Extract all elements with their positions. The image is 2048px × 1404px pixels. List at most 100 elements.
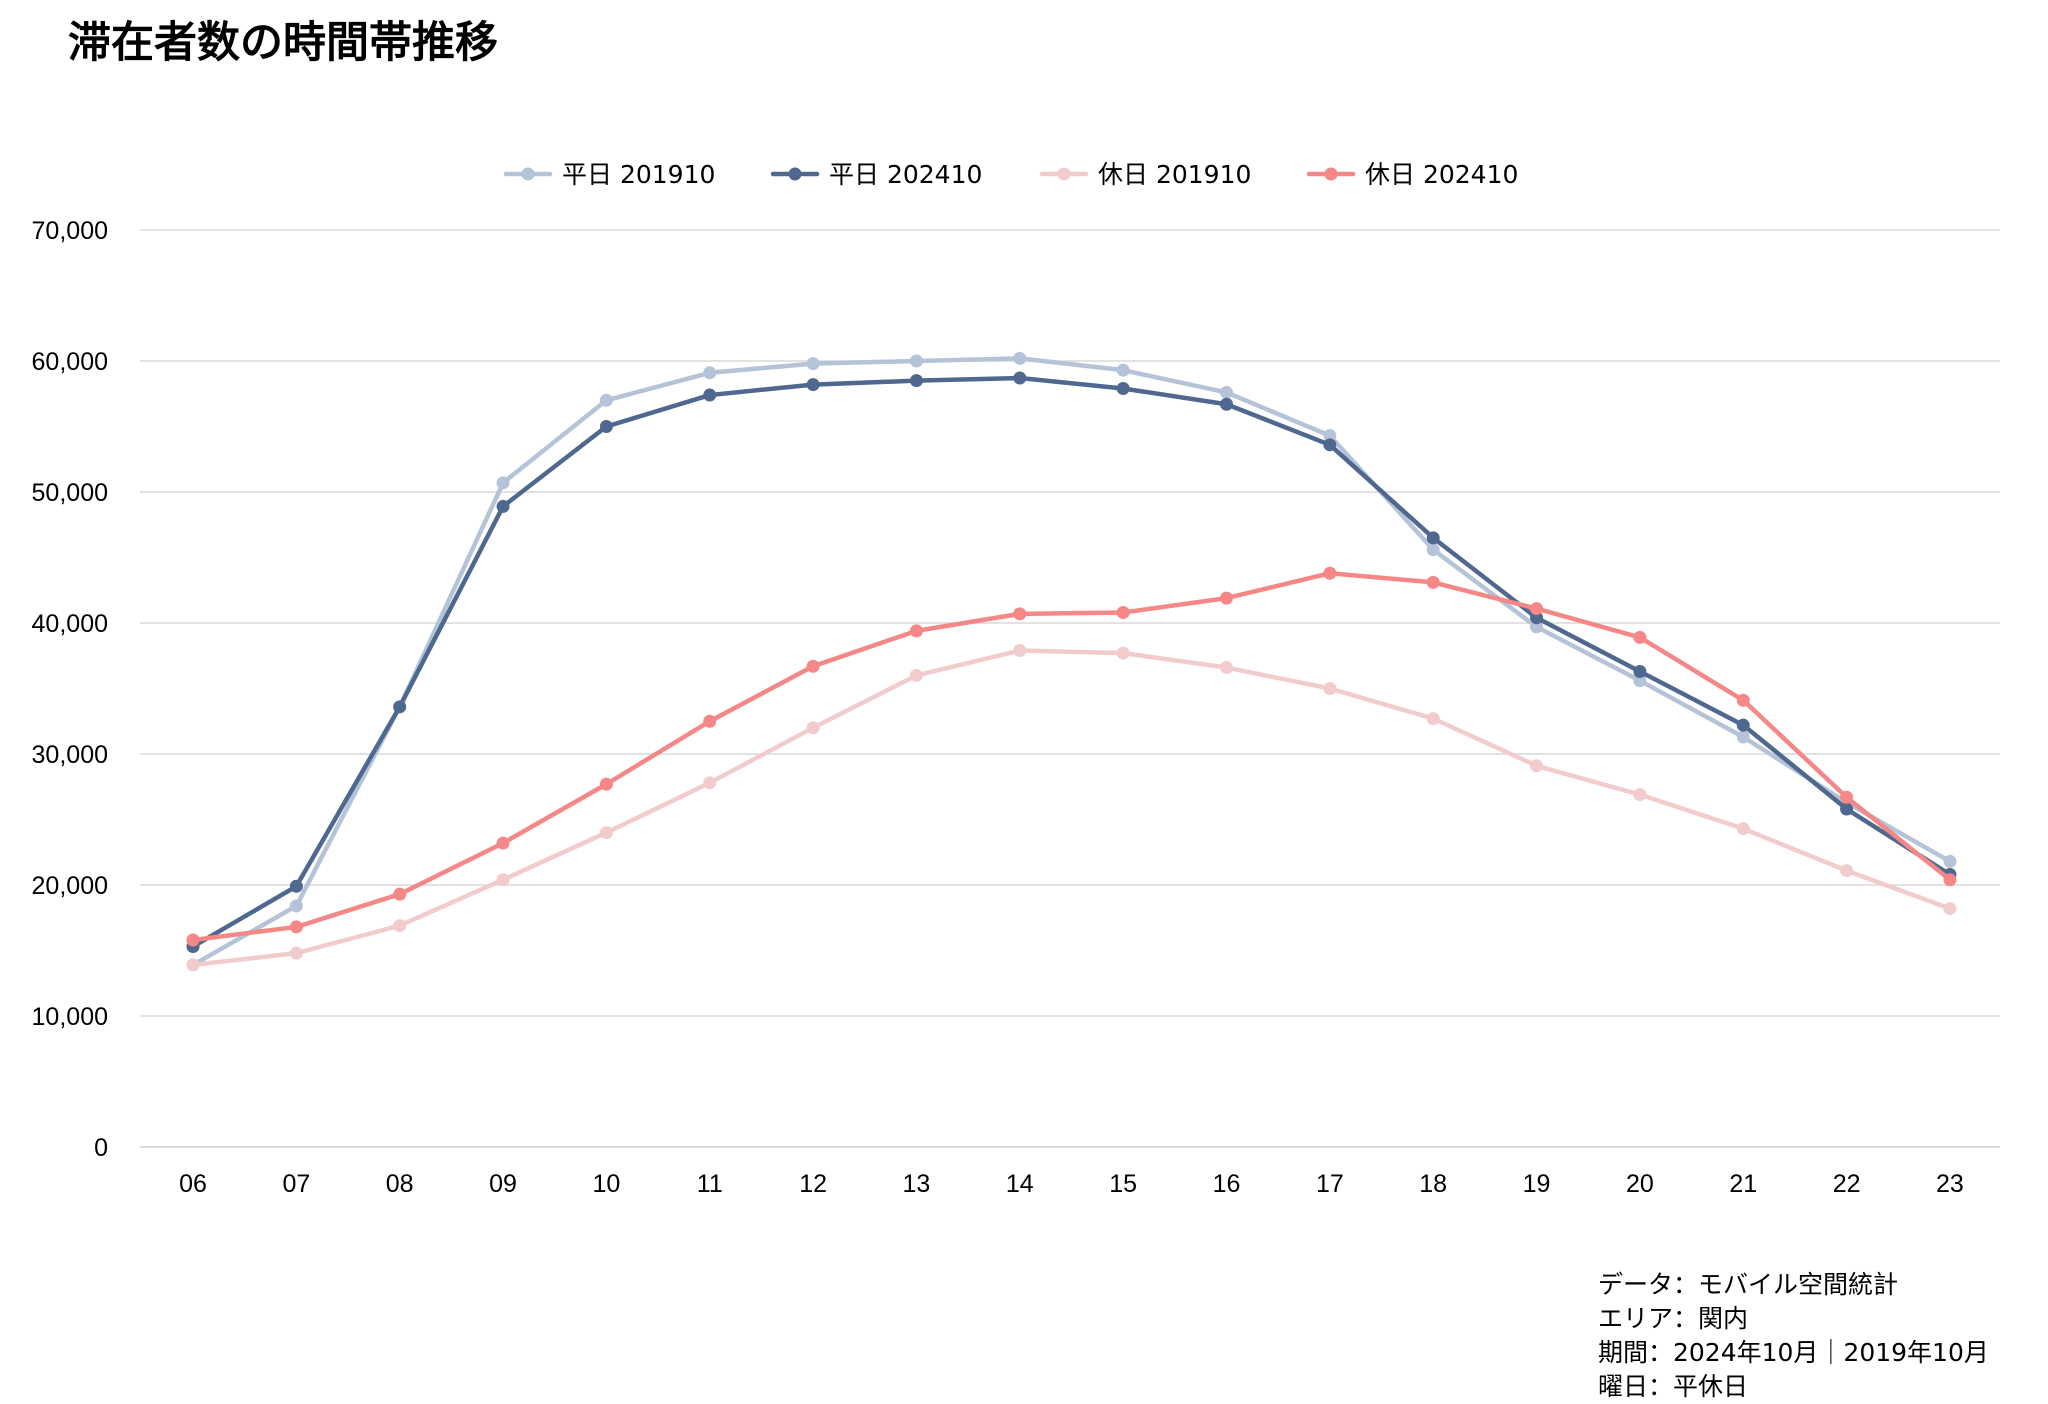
x-tick-label: 16 bbox=[1213, 1170, 1241, 1198]
series-3 bbox=[186, 644, 1957, 972]
data-point bbox=[806, 721, 820, 735]
data-point bbox=[393, 887, 407, 901]
data-point bbox=[909, 374, 923, 388]
data-point bbox=[1013, 607, 1027, 621]
y-tick-label: 60,000 bbox=[32, 348, 108, 376]
data-point bbox=[1323, 438, 1337, 452]
data-point bbox=[1426, 575, 1440, 589]
data-point bbox=[1530, 759, 1544, 773]
data-point bbox=[1736, 730, 1750, 744]
series-line bbox=[190, 375, 1953, 949]
series-1 bbox=[186, 351, 1957, 972]
series-line bbox=[190, 648, 1953, 968]
data-point bbox=[703, 388, 717, 402]
legend-marker bbox=[1057, 167, 1071, 181]
x-tick-label: 11 bbox=[697, 1170, 723, 1198]
series-2 bbox=[186, 371, 1957, 954]
series-line bbox=[190, 570, 1953, 943]
x-tick-label: 17 bbox=[1316, 1170, 1344, 1198]
data-point bbox=[1943, 873, 1957, 887]
data-point bbox=[1220, 661, 1233, 675]
y-tick-label: 50,000 bbox=[32, 479, 108, 507]
data-point bbox=[1530, 602, 1544, 616]
data-point bbox=[1116, 646, 1130, 660]
data-point bbox=[1220, 591, 1233, 605]
data-point bbox=[1013, 371, 1027, 385]
data-point bbox=[1220, 397, 1233, 411]
footnote-period: 期間：2024年10月｜2019年10月 bbox=[1598, 1338, 1989, 1367]
series-4 bbox=[186, 566, 1957, 947]
data-point bbox=[1943, 854, 1957, 868]
data-point bbox=[1736, 693, 1750, 707]
footnote: データ：モバイル空間統計 エリア：関内 期間：2024年10月｜2019年10月… bbox=[1598, 1268, 1989, 1404]
y-tick-label: 0 bbox=[94, 1134, 108, 1162]
data-point bbox=[1530, 620, 1544, 634]
footnote-day-type: 曜日：平休日 bbox=[1598, 1372, 1749, 1401]
data-point bbox=[1840, 790, 1854, 804]
legend-item-4: 休日 202410 bbox=[1306, 160, 1518, 189]
legend-label: 休日 201910 bbox=[1098, 160, 1251, 189]
legend-label: 平日 202410 bbox=[829, 160, 982, 189]
x-tick-label: 13 bbox=[903, 1170, 931, 1198]
x-tick-label: 22 bbox=[1833, 1170, 1861, 1198]
data-point bbox=[1116, 363, 1130, 377]
series-line bbox=[190, 356, 1953, 968]
y-tick-label: 30,000 bbox=[32, 741, 108, 769]
data-point bbox=[1426, 531, 1440, 545]
x-tick-label: 09 bbox=[489, 1170, 517, 1198]
legend-label: 休日 202410 bbox=[1365, 160, 1518, 189]
x-tick-label: 10 bbox=[592, 1170, 620, 1198]
data-point bbox=[703, 366, 717, 380]
data-point bbox=[1840, 802, 1854, 816]
data-point bbox=[806, 659, 820, 673]
x-tick-label: 23 bbox=[1936, 1170, 1964, 1198]
data-point bbox=[289, 920, 303, 934]
data-point bbox=[806, 378, 820, 392]
footnote-area: エリア：関内 bbox=[1598, 1304, 1749, 1333]
data-point bbox=[1943, 902, 1957, 916]
y-tick-label: 20,000 bbox=[32, 872, 108, 900]
x-tick-label: 19 bbox=[1523, 1170, 1551, 1198]
data-point bbox=[599, 826, 613, 840]
data-point bbox=[393, 919, 407, 933]
data-point bbox=[1530, 611, 1544, 625]
data-point bbox=[393, 700, 407, 714]
data-point bbox=[1426, 543, 1440, 557]
data-point bbox=[289, 879, 303, 893]
data-point bbox=[1736, 718, 1750, 732]
x-tick-label: 21 bbox=[1729, 1170, 1757, 1198]
x-tick-label: 14 bbox=[1006, 1170, 1034, 1198]
data-point bbox=[1323, 682, 1337, 695]
y-tick-label: 70,000 bbox=[32, 217, 108, 245]
data-point bbox=[599, 420, 613, 433]
legend-item-2: 平日 202410 bbox=[770, 160, 982, 189]
data-point bbox=[599, 777, 613, 791]
chart-title: 滞在者数の時間帯推移 bbox=[68, 18, 498, 68]
data-point bbox=[186, 958, 200, 972]
data-point bbox=[186, 933, 200, 947]
x-tick-label: 07 bbox=[282, 1170, 310, 1198]
y-tick-label: 10,000 bbox=[32, 1003, 108, 1031]
data-point bbox=[496, 499, 510, 513]
data-point bbox=[1116, 382, 1130, 396]
data-point bbox=[496, 476, 510, 490]
data-point bbox=[1633, 630, 1647, 644]
data-point bbox=[1633, 664, 1647, 678]
data-point bbox=[496, 836, 510, 850]
x-tick-label: 18 bbox=[1419, 1170, 1447, 1198]
data-point bbox=[1013, 351, 1027, 365]
x-tick-label: 15 bbox=[1109, 1170, 1137, 1198]
x-tick-label: 08 bbox=[386, 1170, 414, 1198]
data-point bbox=[806, 357, 820, 371]
data-point bbox=[1633, 674, 1647, 688]
data-point bbox=[289, 946, 303, 960]
data-point bbox=[703, 776, 717, 790]
data-point bbox=[599, 393, 613, 407]
data-point bbox=[1426, 712, 1440, 726]
data-point bbox=[909, 354, 923, 368]
y-tick-label: 40,000 bbox=[32, 610, 108, 638]
data-point bbox=[1013, 644, 1027, 658]
data-point bbox=[909, 624, 923, 638]
legend-marker bbox=[788, 167, 802, 181]
